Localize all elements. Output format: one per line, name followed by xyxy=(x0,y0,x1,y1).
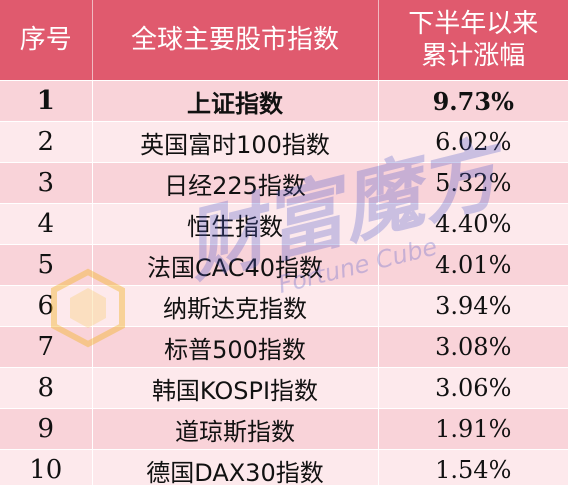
row-rank: 2 xyxy=(0,121,93,163)
row-index-name: 道琼斯指数 xyxy=(92,408,379,450)
row-change: 3.08% xyxy=(378,326,568,368)
row-change: 4.40% xyxy=(378,203,568,245)
table-row: 9 道琼斯指数 1.91% xyxy=(0,408,568,450)
row-index-name: 日经225指数 xyxy=(92,162,379,204)
row-change: 9.73% xyxy=(378,80,568,122)
table-header-row: 序号 全球主要股市指数 下半年以来 累计涨幅 xyxy=(0,0,568,81)
row-rank: 5 xyxy=(0,244,93,286)
row-rank: 10 xyxy=(0,449,93,485)
header-change-line1: 下半年以来 xyxy=(408,9,539,39)
row-index-name: 英国富时100指数 xyxy=(92,121,379,163)
row-change: 1.54% xyxy=(378,449,568,485)
row-rank: 8 xyxy=(0,367,93,409)
row-index-name: 纳斯达克指数 xyxy=(92,285,379,327)
row-index-name: 德国DAX30指数 xyxy=(92,449,379,485)
row-change: 5.32% xyxy=(378,162,568,204)
table-row: 8 韩国KOSPI指数 3.06% xyxy=(0,367,568,409)
row-rank: 6 xyxy=(0,285,93,327)
row-change: 3.06% xyxy=(378,367,568,409)
row-change: 4.01% xyxy=(378,244,568,286)
row-index-name: 韩国KOSPI指数 xyxy=(92,367,379,409)
row-index-name: 上证指数 xyxy=(92,80,379,122)
header-rank: 序号 xyxy=(0,0,93,81)
row-change: 6.02% xyxy=(378,121,568,163)
row-rank: 1 xyxy=(0,80,93,122)
row-index-name: 法国CAC40指数 xyxy=(92,244,379,286)
table-row: 10 德国DAX30指数 1.54% xyxy=(0,449,568,485)
table-row: 7 标普500指数 3.08% xyxy=(0,326,568,368)
table-row: 3 日经225指数 5.32% xyxy=(0,162,568,204)
row-change: 1.91% xyxy=(378,408,568,450)
header-index-name: 全球主要股市指数 xyxy=(92,0,379,81)
table-row: 5 法国CAC40指数 4.01% xyxy=(0,244,568,286)
table-row: 4 恒生指数 4.40% xyxy=(0,203,568,245)
table-row: 1 上证指数 9.73% xyxy=(0,80,568,122)
row-change: 3.94% xyxy=(378,285,568,327)
header-change-line2: 累计涨幅 xyxy=(421,41,526,71)
header-change: 下半年以来 累计涨幅 xyxy=(378,0,568,81)
row-index-name: 恒生指数 xyxy=(92,203,379,245)
row-index-name: 标普500指数 xyxy=(92,326,379,368)
row-rank: 9 xyxy=(0,408,93,450)
row-rank: 3 xyxy=(0,162,93,204)
table-row: 6 纳斯达克指数 3.94% xyxy=(0,285,568,327)
row-rank: 4 xyxy=(0,203,93,245)
row-rank: 7 xyxy=(0,326,93,368)
table-row: 2 英国富时100指数 6.02% xyxy=(0,121,568,163)
